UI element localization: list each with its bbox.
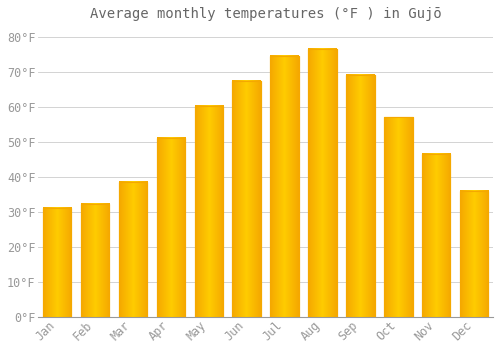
Bar (156, 138, 185, 317)
Bar (270, 56, 299, 317)
Bar (232, 81, 261, 317)
Bar (43, 208, 72, 317)
Bar (81, 204, 110, 317)
Bar (308, 49, 336, 317)
Bar (194, 106, 223, 317)
Bar (384, 118, 412, 317)
Bar (194, 106, 223, 317)
Bar (460, 191, 488, 317)
Bar (308, 49, 336, 317)
Bar (119, 182, 147, 317)
Bar (346, 75, 374, 317)
Bar (422, 154, 450, 317)
Bar (422, 154, 450, 317)
Bar (43, 208, 72, 317)
Bar (119, 182, 147, 317)
Title: Average monthly temperatures (°F ) in Gujō: Average monthly temperatures (°F ) in Gu… (90, 7, 442, 21)
Bar (460, 191, 488, 317)
Bar (384, 118, 412, 317)
Bar (156, 138, 185, 317)
Bar (81, 204, 110, 317)
Bar (232, 81, 261, 317)
Bar (346, 75, 374, 317)
Bar (270, 56, 299, 317)
